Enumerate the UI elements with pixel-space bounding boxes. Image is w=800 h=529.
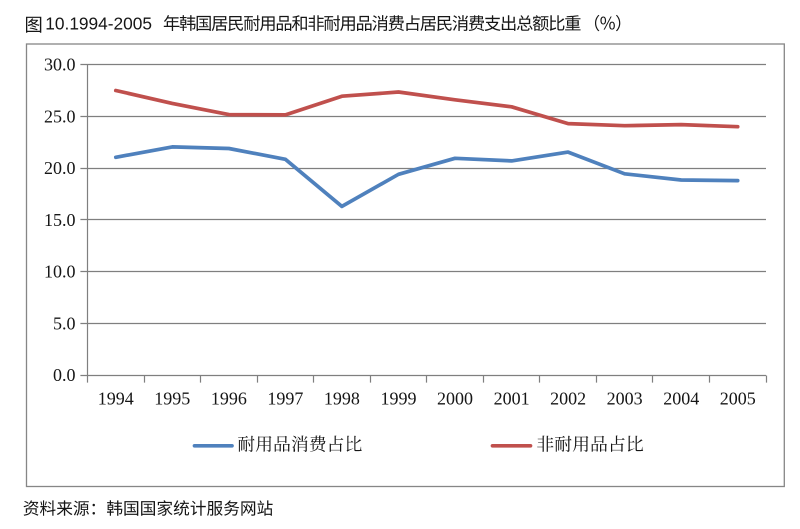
svg-text:10.0: 10.0 xyxy=(44,262,76,282)
svg-text:5.0: 5.0 xyxy=(53,313,76,333)
svg-text:2000: 2000 xyxy=(437,389,473,409)
svg-text:2004: 2004 xyxy=(663,389,699,409)
svg-text:10.1994-2005: 10.1994-2005 xyxy=(45,14,152,34)
svg-text:2003: 2003 xyxy=(607,389,643,409)
svg-text:30.0: 30.0 xyxy=(44,55,76,75)
svg-text:25.0: 25.0 xyxy=(44,106,76,126)
svg-text:1999: 1999 xyxy=(381,389,417,409)
svg-text:1998: 1998 xyxy=(324,389,360,409)
svg-text:15.0: 15.0 xyxy=(44,210,76,230)
svg-text:2005: 2005 xyxy=(720,389,756,409)
svg-text:2001: 2001 xyxy=(494,389,530,409)
svg-text:20.0: 20.0 xyxy=(44,158,76,178)
svg-text:1995: 1995 xyxy=(154,389,190,409)
svg-text:1996: 1996 xyxy=(211,389,247,409)
svg-text:0.0: 0.0 xyxy=(53,365,76,385)
svg-text:1997: 1997 xyxy=(267,389,303,409)
svg-text:2002: 2002 xyxy=(550,389,586,409)
svg-text:1994: 1994 xyxy=(98,389,134,409)
